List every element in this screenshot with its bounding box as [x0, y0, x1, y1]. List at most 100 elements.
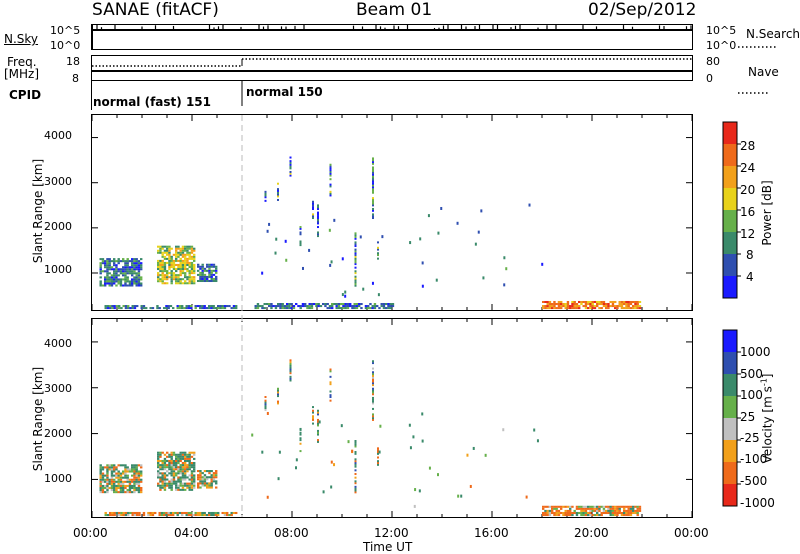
data-cell [168, 272, 171, 275]
data-cell [135, 282, 138, 285]
data-cell [353, 305, 356, 308]
data-cell [142, 307, 146, 310]
data-cell [299, 431, 302, 434]
vel-tick-25: 25 [740, 410, 756, 424]
data-cell [167, 305, 170, 308]
data-cell [193, 249, 196, 252]
data-cell [175, 274, 178, 277]
data-cell [354, 266, 357, 269]
data-cell [372, 367, 374, 370]
cpid-segment-1: normal (fast) 151 [93, 95, 211, 109]
data-cell [117, 274, 120, 277]
data-cell [179, 278, 182, 281]
data-cell [142, 511, 146, 515]
data-cell [181, 245, 185, 248]
data-cell [184, 253, 187, 256]
data-cell [337, 303, 341, 306]
data-cell [179, 251, 182, 254]
data-cell [364, 307, 368, 310]
data-cell [596, 505, 599, 508]
data-cell [159, 261, 162, 264]
data-cell [317, 409, 319, 412]
data-cell [310, 305, 314, 308]
data-cell [108, 480, 111, 483]
data-cell [555, 303, 558, 306]
data-cell [137, 491, 141, 494]
data-cell [223, 305, 227, 308]
data-cell [372, 380, 374, 383]
data-cell [190, 255, 194, 258]
data-cell [277, 182, 279, 185]
data-cell [197, 482, 200, 485]
data-cell [372, 180, 374, 183]
data-cell [636, 511, 639, 515]
data-cell [177, 247, 180, 250]
data-cell [629, 507, 633, 510]
data-cell [172, 511, 175, 515]
p1-ytick-3000: 3000 [44, 175, 72, 188]
data-cell [193, 486, 196, 489]
data-cell [201, 514, 204, 517]
data-cell [288, 303, 291, 306]
data-cell [354, 282, 357, 285]
data-cell [157, 455, 160, 458]
xtick-1600: 16:00 [474, 526, 509, 540]
data-cell [113, 305, 116, 308]
data-cell [170, 276, 173, 279]
data-cell [324, 303, 327, 306]
data-cell [101, 260, 105, 263]
data-cell [544, 505, 547, 508]
data-cell [106, 478, 109, 481]
data-cell [625, 303, 628, 306]
data-cell [210, 474, 213, 477]
data-cell [101, 484, 105, 487]
data-cell [226, 514, 229, 517]
data-cell [184, 255, 187, 258]
data-cell [110, 474, 114, 477]
freq-frame [91, 55, 693, 81]
data-cell [135, 278, 138, 281]
data-cell [113, 272, 116, 275]
data-cell [99, 270, 102, 273]
data-cell [289, 167, 292, 170]
data-cell [627, 305, 630, 308]
data-cell [101, 258, 105, 261]
data-cell [110, 486, 114, 490]
data-cell [437, 231, 440, 235]
data-cell [201, 263, 204, 266]
data-cell [117, 474, 120, 477]
data-cell [124, 476, 127, 479]
data-cell [598, 507, 601, 510]
data-cell [157, 259, 160, 262]
data-cell [108, 280, 111, 283]
data-cell [179, 478, 182, 481]
data-cell [157, 251, 160, 254]
data-cell [566, 307, 570, 310]
data-cell [582, 507, 585, 510]
nsky-tick-top: 10^5 [50, 24, 81, 37]
data-cell [120, 307, 123, 310]
data-cell [292, 307, 296, 310]
data-cell [372, 162, 374, 165]
data-cell [560, 307, 563, 310]
vel-tick-500: 500 [740, 367, 763, 381]
data-cell [115, 468, 118, 471]
data-cell [193, 276, 196, 279]
data-cell [632, 307, 635, 310]
data-cell [190, 472, 194, 475]
data-cell [168, 468, 171, 471]
data-cell [115, 472, 118, 475]
data-cell [124, 274, 127, 277]
data-cell [117, 258, 120, 261]
data-cell [190, 480, 194, 483]
data-cell [137, 280, 141, 283]
data-cell [312, 415, 314, 418]
power-colorbar-swatch [723, 122, 737, 144]
data-cell [580, 300, 583, 304]
data-cell [183, 511, 186, 515]
data-cell [126, 480, 129, 483]
data-cell [133, 270, 136, 273]
data-cell [157, 484, 160, 487]
data-cell [295, 466, 298, 470]
data-cell [548, 303, 552, 306]
